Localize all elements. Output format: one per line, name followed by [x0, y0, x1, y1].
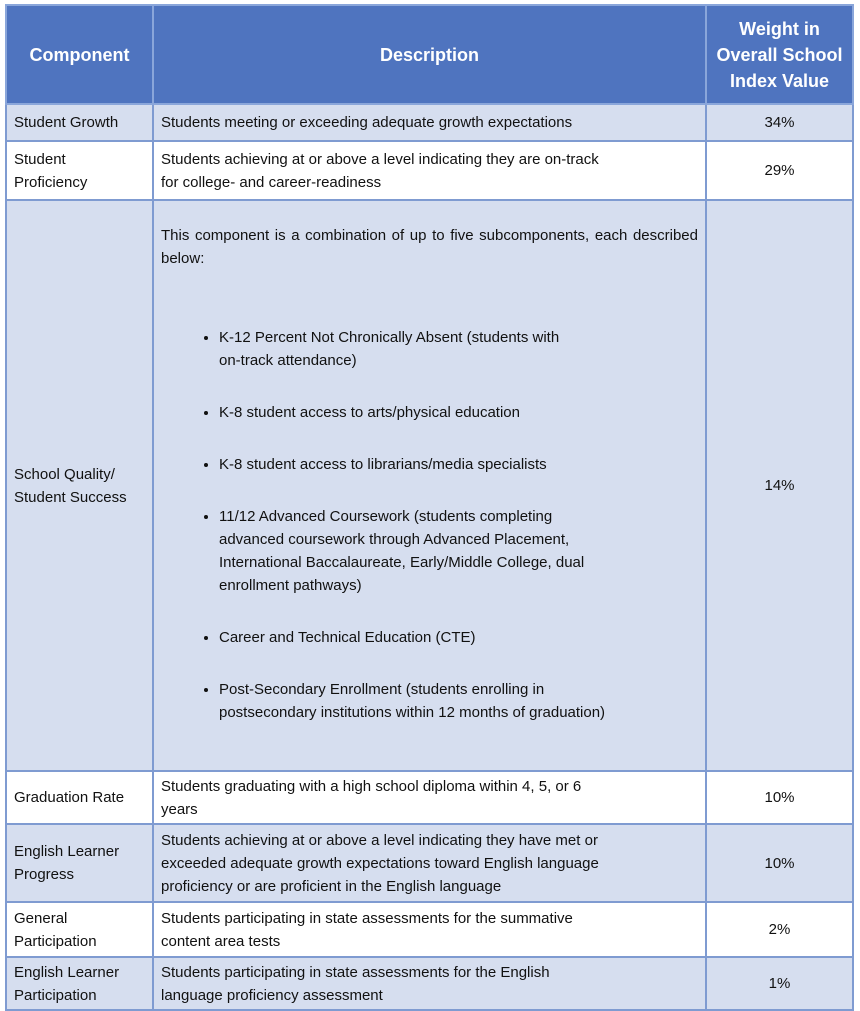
description-cell: Students achieving at or above a level i…	[152, 823, 707, 903]
header-component: Component	[5, 4, 154, 105]
list-item: K-8 student access to librarians/media s…	[219, 453, 698, 476]
description-intro: This component is a combination of up to…	[161, 227, 698, 267]
table-row: Student Growth Students meeting or excee…	[5, 103, 854, 142]
component-cell: English Learner Progress	[5, 823, 154, 903]
component-cell: English Learner Participation	[5, 956, 154, 1011]
list-item: K-8 student access to arts/physical educ…	[219, 401, 698, 424]
component-cell: Student Proficiency	[5, 140, 154, 201]
weight-cell: 1%	[705, 956, 854, 1011]
list-item: K-12 Percent Not Chronically Absent (stu…	[219, 326, 698, 372]
header-row: Component Description Weight in Overall …	[5, 4, 854, 105]
description-cell: Students participating in state assessme…	[152, 956, 707, 1011]
component-cell: School Quality/ Student Success	[5, 199, 154, 772]
list-item: Post-Secondary Enrollment (students enro…	[219, 678, 698, 724]
description-cell: Students achieving at or above a level i…	[152, 140, 707, 201]
weight-cell: 10%	[705, 823, 854, 903]
list-item: 11/12 Advanced Coursework (students comp…	[219, 505, 698, 597]
weight-cell: 2%	[705, 901, 854, 958]
table-row: Student Proficiency Students achieving a…	[5, 140, 854, 201]
weight-cell: 14%	[705, 199, 854, 772]
component-cell: General Participation	[5, 901, 154, 958]
component-cell: Student Growth	[5, 103, 154, 142]
table-row: General Participation Students participa…	[5, 901, 854, 958]
description-cell: Students participating in state assessme…	[152, 901, 707, 958]
list-item: Career and Technical Education (CTE)	[219, 626, 698, 649]
description-cell: Students meeting or exceeding adequate g…	[152, 103, 707, 142]
header-weight: Weight in Overall School Index Value	[705, 4, 854, 105]
header-description: Description	[152, 4, 707, 105]
subcomponent-list: K-12 Percent Not Chronically Absent (stu…	[161, 303, 698, 747]
table-row: English Learner Participation Students p…	[5, 956, 854, 1011]
index-weights-table: Component Description Weight in Overall …	[5, 4, 854, 1011]
table-row: English Learner Progress Students achiev…	[5, 823, 854, 903]
weight-cell: 29%	[705, 140, 854, 201]
weight-cell: 34%	[705, 103, 854, 142]
table-row: School Quality/ Student Success This com…	[5, 199, 854, 772]
description-cell: This component is a combination of up to…	[152, 199, 707, 772]
